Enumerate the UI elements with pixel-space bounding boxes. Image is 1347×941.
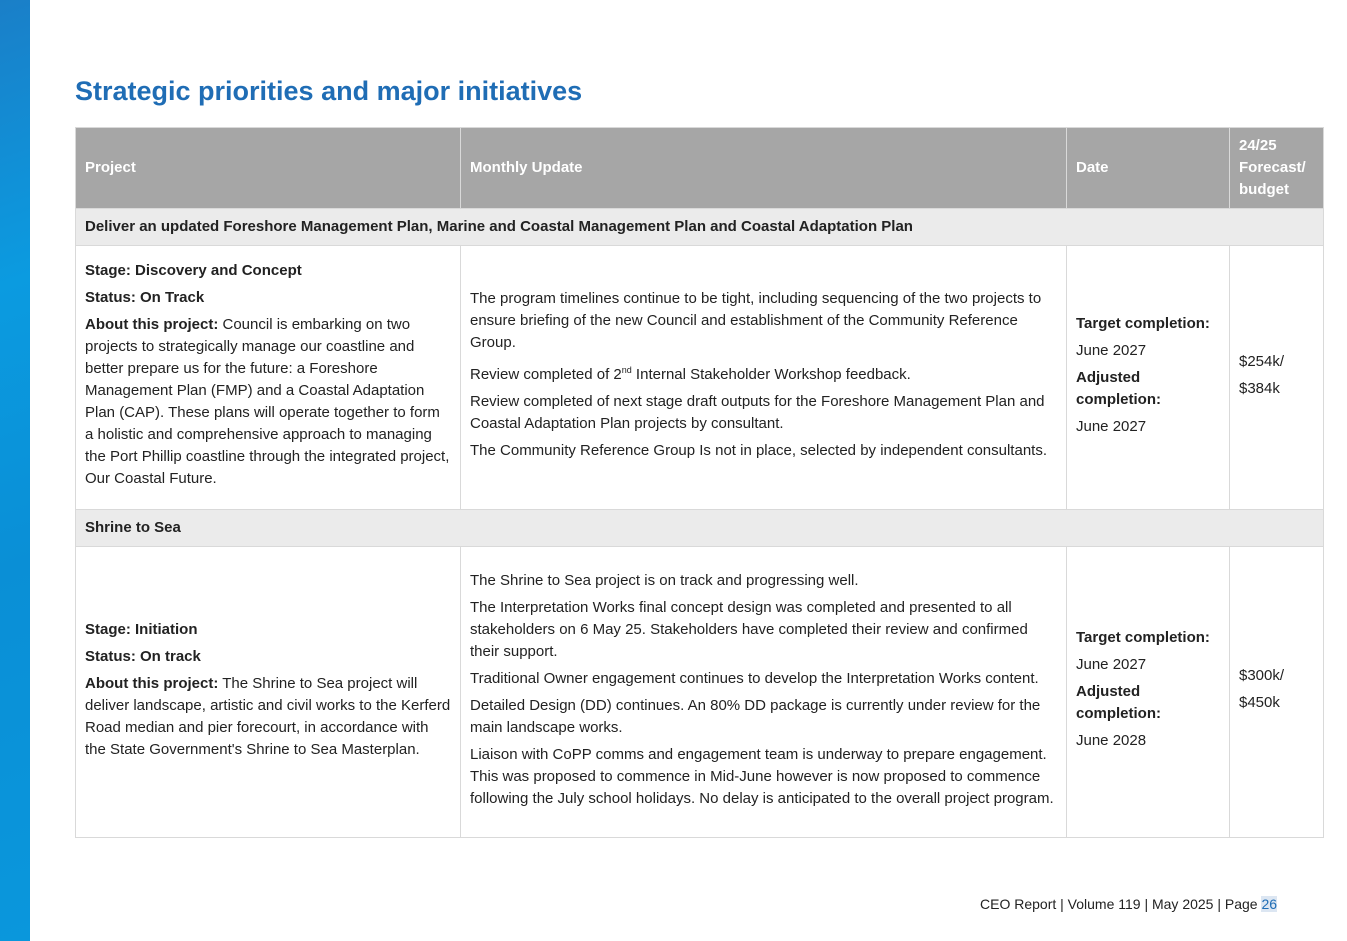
header-cell: Monthly Update bbox=[460, 127, 1067, 209]
target-label-line: Target completion: bbox=[1076, 313, 1220, 335]
update-text: Review completed of 2 bbox=[470, 366, 622, 383]
budget-cell: $300k/ $450k bbox=[1229, 546, 1324, 838]
update: The Interpretation Works final concept d… bbox=[470, 598, 1028, 660]
update: Review completed of next stage draft out… bbox=[470, 393, 1045, 432]
header-cell: Date bbox=[1066, 127, 1230, 209]
adjusted-label-line: Adjusted completion: bbox=[1076, 367, 1220, 411]
update-cell: The program timelines continue to be tig… bbox=[460, 245, 1067, 510]
update: Liaison with CoPP comms and engagement t… bbox=[470, 745, 1054, 807]
adjusted-date: June 2027 bbox=[1076, 417, 1147, 435]
target-date: June 2027 bbox=[1076, 656, 1147, 673]
target-label: Target completion: bbox=[1076, 629, 1210, 646]
section-heading: Deliver an updated Foreshore Management … bbox=[75, 208, 1324, 246]
project-cell: Stage: Initiation Status: On track About t… bbox=[75, 546, 461, 838]
status: Status: On Track bbox=[85, 289, 205, 306]
about-text: Council is embarking on two projects to … bbox=[85, 316, 450, 487]
initiatives-table: Project Monthly Update Date 24/25 Foreca… bbox=[75, 127, 1324, 838]
superscript: nd bbox=[621, 365, 632, 375]
about: About this project: Council is embarking… bbox=[85, 314, 451, 490]
project-row: Stage: Initiation Status: On track About t… bbox=[75, 546, 1324, 838]
about: About this project: The Shrine to Sea pr… bbox=[85, 673, 451, 761]
forecast: $300k/ bbox=[1239, 667, 1285, 684]
page-number: 26 bbox=[1261, 896, 1278, 912]
forecast: $254k/ bbox=[1239, 352, 1285, 370]
adjusted-label: Adjusted completion: bbox=[1076, 368, 1161, 408]
table-body: Deliver an updated Foreshore Management … bbox=[75, 208, 1324, 838]
about-text: The Shrine to Sea project will deliver l… bbox=[85, 674, 451, 758]
footer: CEO Report | Volume 119 | May 2025 | Pag… bbox=[980, 896, 1278, 912]
project-cell: Stage: Discovery and Concept Status: On T… bbox=[75, 245, 461, 510]
stage-line: Stage: Discovery and Concept bbox=[85, 260, 451, 282]
target-date: June 2027 bbox=[1076, 341, 1147, 359]
page-title: Strategic priorities and major initiativ… bbox=[75, 76, 583, 106]
header-cell: 24/25 Forecast/ budget bbox=[1229, 127, 1324, 209]
budget: $450k bbox=[1239, 694, 1280, 711]
adjusted-label-line: Adjusted completion: bbox=[1076, 681, 1220, 725]
stage-line: Stage: Initiation bbox=[85, 619, 451, 641]
footer-text: CEO Report | Volume 119 | May 2025 | Pag… bbox=[980, 896, 1262, 912]
update-cell: The Shrine to Sea project is on track an… bbox=[460, 546, 1067, 838]
section-heading: Shrine to Sea bbox=[75, 509, 1324, 547]
update: Review completed of 2nd Internal Stakeho… bbox=[470, 359, 1057, 386]
update: The Shrine to Sea project is on track an… bbox=[470, 571, 859, 589]
stage: Stage: Initiation bbox=[85, 620, 198, 638]
header-row: Project Monthly Update Date 24/25 Foreca… bbox=[75, 127, 1324, 209]
status: Status: On track bbox=[85, 647, 201, 665]
update-text: Internal Stakeholder Workshop feedback. bbox=[631, 366, 911, 383]
update: Detailed Design (DD) continues. An 80% D… bbox=[470, 696, 1041, 736]
project-row: Stage: Discovery and Concept Status: On T… bbox=[75, 245, 1324, 510]
side-stripe bbox=[0, 0, 30, 941]
date-cell: Target completion: June 2027 Adjusted comp… bbox=[1066, 245, 1230, 510]
budget-cell: $254k/ $384k bbox=[1229, 245, 1324, 510]
status-line: Status: On track bbox=[85, 646, 451, 668]
update: The program timelines continue to be tig… bbox=[470, 290, 1042, 351]
about-label: About this project: bbox=[85, 316, 219, 333]
header-cell: Project bbox=[75, 127, 461, 209]
target-label-line: Target completion: bbox=[1076, 627, 1220, 649]
target-label: Target completion: bbox=[1076, 314, 1210, 332]
section-row: Shrine to Sea bbox=[75, 509, 1324, 547]
status-line: Status: On Track bbox=[85, 287, 451, 309]
update: The Community Reference Group Is not in … bbox=[470, 442, 1047, 459]
update: Traditional Owner engagement continues t… bbox=[470, 669, 1039, 687]
adjusted-date: June 2028 bbox=[1076, 732, 1147, 749]
section-row: Deliver an updated Foreshore Management … bbox=[75, 208, 1324, 246]
budget: $384k bbox=[1239, 379, 1280, 397]
stage: Stage: Discovery and Concept bbox=[85, 262, 302, 279]
about-label: About this project: bbox=[85, 674, 219, 692]
adjusted-label: Adjusted completion: bbox=[1076, 683, 1161, 722]
date-cell: Target completion: June 2027 Adjusted comp… bbox=[1066, 546, 1230, 838]
